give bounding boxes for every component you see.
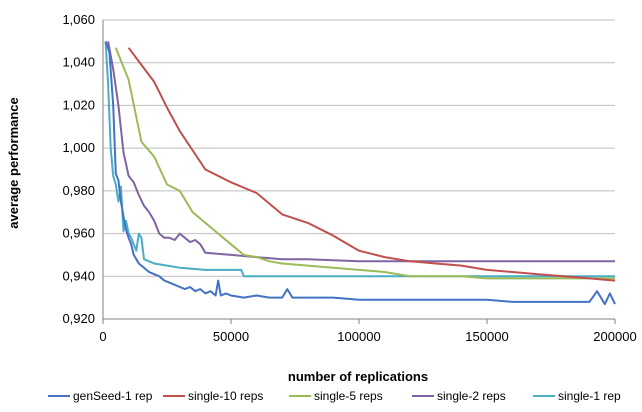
x-tick-label: 50000 [213, 329, 249, 344]
y-axis-title: average performance [6, 97, 21, 229]
series-line-genseed-1-rep [104, 41, 616, 306]
y-tick-label: 0,980 [62, 183, 95, 198]
y-tick-label: 1,000 [62, 140, 95, 155]
series-line-single-1-rep [104, 41, 615, 278]
series-line-single-5-reps [114, 47, 615, 280]
legend-label: single-5 reps [314, 389, 383, 403]
legend-label: single-1 rep [558, 389, 621, 403]
legend: genSeed-1 rep single-10 reps single-5 reps… [48, 389, 621, 403]
legend-label: single-2 reps [437, 389, 506, 403]
legend-item: genSeed-1 rep [48, 389, 153, 403]
legend-item: single-10 reps [163, 389, 263, 403]
x-tick-label: 150000 [465, 329, 508, 344]
legend-item: single-1 rep [533, 389, 621, 403]
series-line-single-10-reps [127, 47, 616, 282]
series-line-single-2-reps [107, 41, 615, 263]
x-tick-label: 100000 [337, 329, 380, 344]
x-axis-title: number of replications [288, 369, 428, 384]
gridlines [103, 19, 615, 320]
y-tick-label: 0,960 [62, 226, 95, 241]
legend-item: single-5 reps [289, 389, 383, 403]
y-tick-label: 0,920 [62, 311, 95, 326]
x-tick-label: 200000 [593, 329, 636, 344]
y-tick-label: 1,020 [62, 97, 95, 112]
legend-item: single-2 reps [412, 389, 506, 403]
x-tick-label: 0 [99, 329, 106, 344]
y-tick-label: 1,040 [62, 55, 95, 70]
tick-labels: 0,920 0,940 0,960 0,980 1,000 1,020 1,040 1,060… [62, 12, 636, 344]
legend-label: genSeed-1 rep [73, 389, 153, 403]
series-lines [104, 41, 616, 306]
y-tick-label: 1,060 [62, 12, 95, 27]
y-tick-label: 0,940 [62, 268, 95, 283]
legend-label: single-10 reps [188, 389, 263, 403]
axes [102, 20, 616, 324]
